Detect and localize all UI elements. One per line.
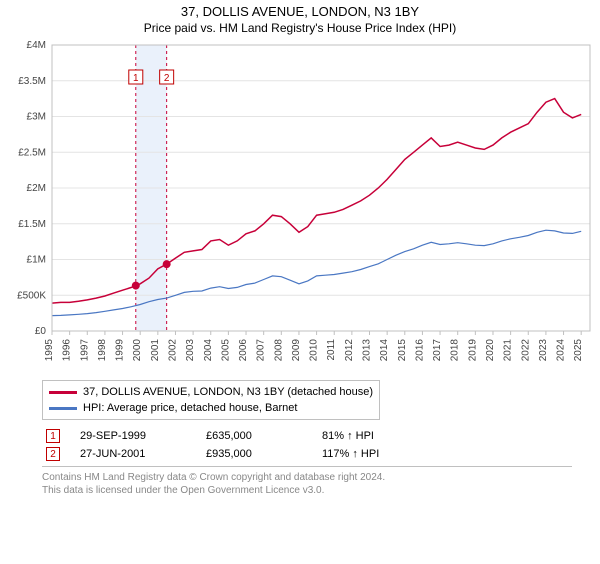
y-tick-label: £2.5M (18, 147, 46, 158)
x-tick-label: 2000 (132, 339, 143, 362)
x-tick-label: 2020 (485, 339, 496, 362)
x-tick-label: 2002 (167, 339, 178, 362)
x-tick-label: 2015 (397, 339, 408, 362)
x-tick-label: 2016 (414, 339, 425, 362)
legend-label: 37, DOLLIS AVENUE, LONDON, N3 1BY (detac… (83, 384, 373, 400)
x-tick-label: 2008 (273, 339, 284, 362)
marker-id-box: 2 (46, 447, 60, 461)
x-tick-label: 2022 (520, 339, 531, 362)
marker-pct: 81% ↑ HPI (320, 428, 404, 444)
x-tick-label: 1998 (97, 339, 108, 362)
x-tick-label: 2025 (573, 339, 584, 362)
marker-label: 2 (160, 70, 174, 84)
y-tick-label: £3.5M (18, 76, 46, 87)
marker-date: 29-SEP-1999 (78, 428, 202, 444)
x-tick-label: 2005 (220, 339, 231, 362)
y-tick-label: £500K (17, 290, 46, 301)
x-tick-label: 2010 (309, 339, 320, 362)
line-chart: £0 £500K £1M £1.5M £2M £2.5M £3M £3.5M £4M 1995 19… (0, 41, 600, 371)
x-tick-label: 2013 (362, 339, 373, 362)
x-tick-label: 2012 (344, 339, 355, 362)
legend-item-hpi: HPI: Average price, detached house, Barn… (49, 400, 373, 416)
marker-row: 1 29-SEP-1999£635,00081% ↑ HPI (44, 428, 404, 444)
x-tick-label: 1995 (44, 339, 55, 362)
x-tick-label: 2018 (450, 339, 461, 362)
x-tick-label: 2003 (185, 339, 196, 362)
x-tick-label: 2014 (379, 339, 390, 362)
x-tick-label: 2011 (326, 339, 337, 361)
y-tick-label: £3M (27, 112, 46, 123)
marker-date: 27-JUN-2001 (78, 446, 202, 462)
y-tick-label: £1.5M (18, 219, 46, 230)
x-tick-label: 2019 (467, 339, 478, 362)
page-subtitle: Price paid vs. HM Land Registry's House … (0, 21, 600, 35)
x-tick-label: 2006 (238, 339, 249, 362)
y-tick-label: £2M (27, 183, 46, 194)
chart-container: £0 £500K £1M £1.5M £2M £2.5M £3M £3.5M £4M 1995 19… (0, 41, 600, 376)
svg-text:2: 2 (164, 73, 170, 84)
x-tick-label: 1996 (62, 339, 73, 362)
x-tick-label: 2024 (556, 339, 567, 362)
y-tick-label: £1M (27, 255, 46, 266)
footer-note: Contains HM Land Registry data © Crown c… (42, 466, 572, 497)
footer-line-1: Contains HM Land Registry data © Crown c… (42, 471, 572, 484)
x-tick-label: 2007 (256, 339, 267, 362)
legend-item-price: 37, DOLLIS AVENUE, LONDON, N3 1BY (detac… (49, 384, 373, 400)
marker-id-box: 1 (46, 429, 60, 443)
y-tick-label: £4M (27, 41, 46, 51)
marker-row: 2 27-JUN-2001£935,000117% ↑ HPI (44, 446, 404, 462)
y-tick-label: £0 (35, 326, 47, 337)
legend: 37, DOLLIS AVENUE, LONDON, N3 1BY (detac… (42, 380, 380, 420)
x-tick-label: 2009 (291, 339, 302, 362)
x-tick-label: 2017 (432, 339, 443, 362)
marker-table: 1 29-SEP-1999£635,00081% ↑ HPI 2 27-JUN-200… (42, 426, 406, 464)
footer-line-2: This data is licensed under the Open Gov… (42, 484, 572, 497)
marker-price: £635,000 (204, 428, 318, 444)
x-tick-label: 2001 (150, 339, 161, 362)
marker-price: £935,000 (204, 446, 318, 462)
marker-dot (163, 260, 171, 268)
x-tick-label: 1997 (79, 339, 90, 362)
legend-label: HPI: Average price, detached house, Barn… (83, 400, 297, 416)
x-tick-label: 2004 (203, 339, 214, 362)
page-title: 37, DOLLIS AVENUE, LONDON, N3 1BY (0, 4, 600, 19)
marker-dot (132, 282, 140, 290)
legend-swatch-price (49, 391, 77, 394)
legend-swatch-hpi (49, 407, 77, 410)
x-tick-label: 1999 (115, 339, 126, 362)
x-tick-label: 2023 (538, 339, 549, 362)
svg-text:1: 1 (133, 73, 139, 84)
marker-pct: 117% ↑ HPI (320, 446, 404, 462)
x-tick-label: 2021 (503, 339, 514, 362)
marker-label: 1 (129, 70, 143, 84)
